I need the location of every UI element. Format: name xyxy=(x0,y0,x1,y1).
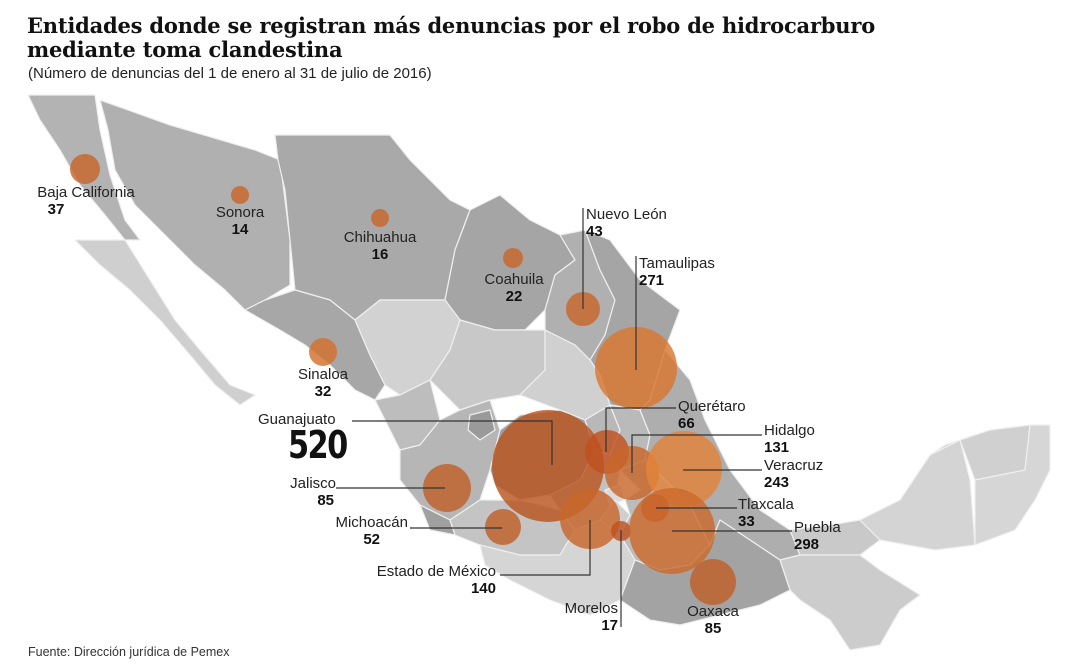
label-coahuila: Coahuila 22 xyxy=(478,271,550,305)
state-value: 85 xyxy=(317,492,334,509)
state-name: Chihuahua xyxy=(343,229,417,246)
label-sonora: Sonora 14 xyxy=(205,204,275,238)
bubble-sinaloa xyxy=(309,338,337,366)
label-nuevo-leon: Nuevo León 43 xyxy=(586,206,667,240)
state-value: 66 xyxy=(678,415,695,432)
label-oaxaca: Oaxaca 85 xyxy=(680,603,746,637)
state-name: Coahuila xyxy=(484,271,544,288)
label-puebla: Puebla 298 xyxy=(794,519,841,553)
state-name: Hidalgo xyxy=(764,422,815,439)
label-chihuahua: Chihuahua 16 xyxy=(335,229,425,263)
label-estado-de-mexico: Estado de México 140 xyxy=(350,563,496,597)
leader-guanajuato xyxy=(352,420,553,465)
bubble-oaxaca xyxy=(690,559,736,605)
state-value: 140 xyxy=(470,580,496,597)
state-value: 16 xyxy=(371,246,389,263)
label-sinaloa: Sinaloa 32 xyxy=(288,366,358,400)
label-hidalgo: Hidalgo 131 xyxy=(764,422,815,456)
label-tamaulipas: Tamaulipas 271 xyxy=(639,255,715,289)
state-value: 298 xyxy=(794,536,820,553)
state-value: 271 xyxy=(639,272,665,289)
leader-lines xyxy=(336,208,792,627)
state-value: 33 xyxy=(738,513,755,530)
state-name: Veracruz xyxy=(764,457,824,474)
state-name: Querétaro xyxy=(678,398,746,415)
label-baja-california: Baja California 37 xyxy=(30,184,142,218)
state-name: Guanajuato xyxy=(258,411,336,428)
label-veracruz: Veracruz 243 xyxy=(764,457,823,491)
state-name: Tamaulipas xyxy=(639,255,715,272)
title-line-2: mediante toma clandestina xyxy=(27,37,343,62)
state-name: Puebla xyxy=(794,519,841,536)
state-name: Jalisco xyxy=(290,475,336,492)
label-queretaro: Querétaro 66 xyxy=(678,398,746,432)
bubble-veracruz xyxy=(646,431,722,507)
region-aguascalientes xyxy=(467,409,496,441)
region-quintana-roo xyxy=(974,424,1051,546)
state-value: 243 xyxy=(764,474,790,491)
state-name: Baja California xyxy=(37,184,135,201)
state-value: 22 xyxy=(505,288,523,305)
chart-subtitle: (Número de denuncias del 1 de enero al 3… xyxy=(28,65,432,82)
label-guanajuato: Guanajuato xyxy=(258,411,336,428)
guanajuato-value: 520 xyxy=(288,423,348,467)
label-jalisco: Jalisco 85 xyxy=(270,475,336,509)
leader-queretaro xyxy=(605,407,676,452)
bubble-sonora xyxy=(231,186,249,204)
state-value: 32 xyxy=(314,383,332,400)
state-name: Nuevo León xyxy=(586,206,667,223)
state-name: Morelos xyxy=(564,600,618,617)
bubble-jalisco xyxy=(423,464,471,512)
bubble-michoacan xyxy=(485,509,521,545)
state-value: 52 xyxy=(363,531,380,548)
leader-hidalgo xyxy=(631,434,762,473)
bubble-chihuahua xyxy=(371,209,389,227)
region-baja-california-sur xyxy=(74,239,256,406)
state-name: Michoacán xyxy=(335,514,408,531)
state-value: 85 xyxy=(704,620,722,637)
state-value: 43 xyxy=(586,223,603,240)
bubble-edomex xyxy=(560,489,620,549)
bubble-coahuila xyxy=(503,248,523,268)
state-name: Estado de México xyxy=(376,563,496,580)
title-line-1: Entidades donde se registran más denunci… xyxy=(27,13,876,38)
label-tlaxcala: Tlaxcala 33 xyxy=(738,496,794,530)
label-morelos: Morelos 17 xyxy=(550,600,618,634)
region-campeche xyxy=(859,439,976,551)
state-name: Sinaloa xyxy=(297,366,349,383)
region-chiapas xyxy=(779,554,921,651)
state-value: 17 xyxy=(601,617,618,634)
state-name: Sonora xyxy=(215,204,265,221)
source-note: Fuente: Dirección jurídica de Pemex xyxy=(28,645,230,659)
state-name: Oaxaca xyxy=(687,603,739,620)
state-value: 37 xyxy=(47,201,65,218)
leader-edomex xyxy=(500,520,591,576)
bubbles xyxy=(70,154,736,605)
state-name: Tlaxcala xyxy=(738,496,794,513)
state-value: 131 xyxy=(764,439,790,456)
label-michoacan: Michoacán 52 xyxy=(290,514,408,548)
state-value: 14 xyxy=(231,221,249,238)
bubble-baja-california xyxy=(70,154,100,184)
chart-title: Entidades donde se registran más denunci… xyxy=(27,14,875,62)
